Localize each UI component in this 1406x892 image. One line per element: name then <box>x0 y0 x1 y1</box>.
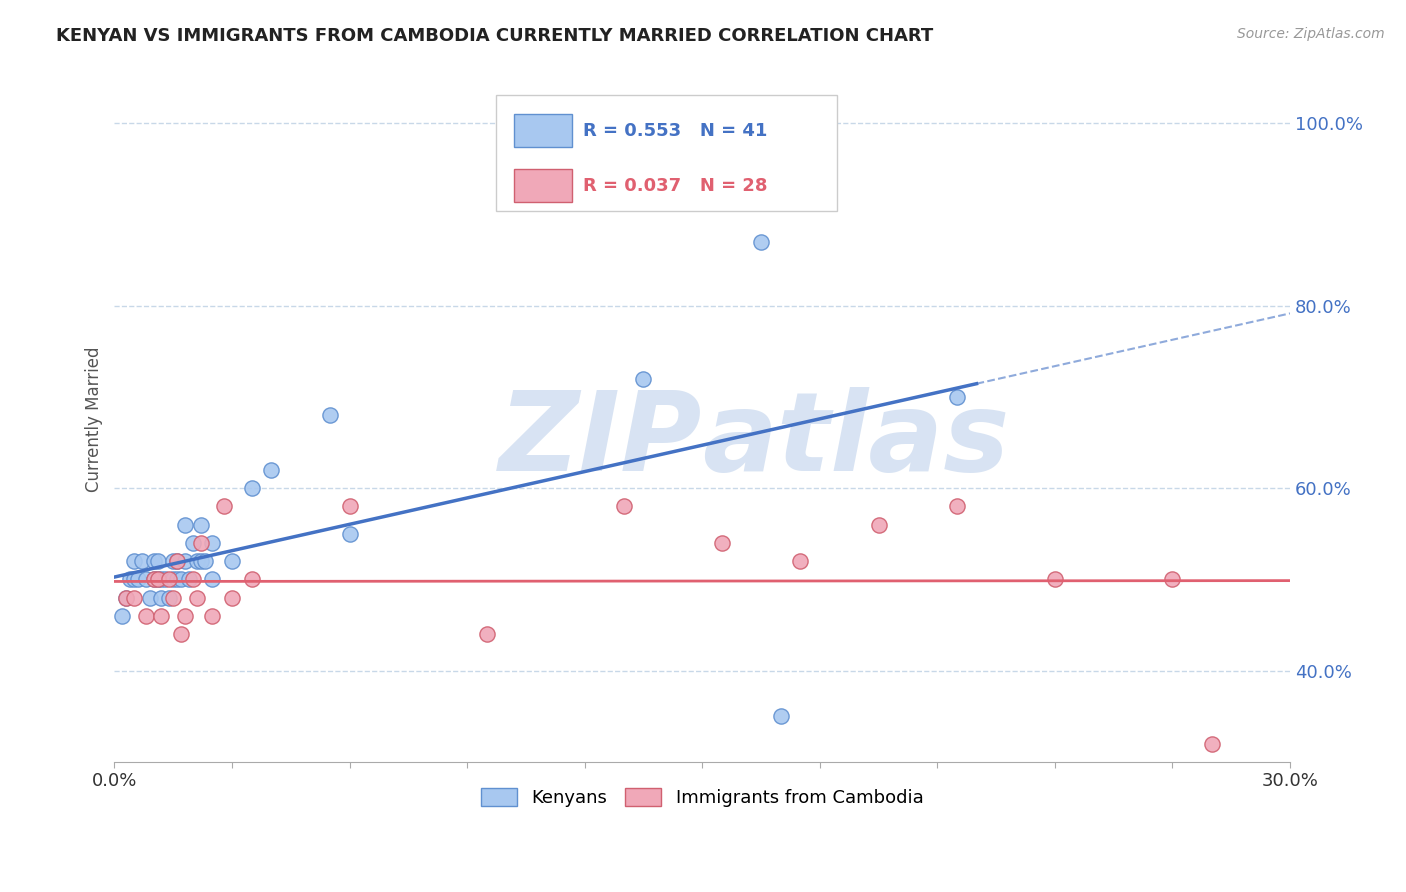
Point <box>190 554 212 568</box>
Point <box>1201 737 1223 751</box>
FancyBboxPatch shape <box>496 95 838 211</box>
Text: R = 0.553   N = 41: R = 0.553 N = 41 <box>583 122 768 140</box>
Point <box>789 554 811 568</box>
Point <box>710 536 733 550</box>
Point <box>1161 572 1184 586</box>
Point <box>1043 572 1066 586</box>
Point <box>193 554 215 568</box>
Point <box>127 572 149 586</box>
Point <box>135 572 157 586</box>
Point <box>201 572 224 586</box>
Point <box>190 536 212 550</box>
Point <box>170 572 193 586</box>
Point <box>122 591 145 605</box>
Point <box>150 608 173 623</box>
Point <box>633 371 655 385</box>
Point <box>174 554 197 568</box>
Point <box>146 572 169 586</box>
Point <box>946 390 969 404</box>
Point <box>475 627 498 641</box>
Point <box>155 572 177 586</box>
Point <box>122 554 145 568</box>
Point <box>142 572 165 586</box>
Point <box>166 572 188 586</box>
Point <box>162 591 184 605</box>
Point <box>186 591 208 605</box>
Point <box>240 481 263 495</box>
Point <box>339 500 361 514</box>
Point <box>166 554 188 568</box>
Y-axis label: Currently Married: Currently Married <box>86 347 103 492</box>
Point <box>339 526 361 541</box>
Point <box>749 235 772 249</box>
Text: Source: ZipAtlas.com: Source: ZipAtlas.com <box>1237 27 1385 41</box>
Point <box>319 408 342 422</box>
Point <box>174 517 197 532</box>
Legend: Kenyans, Immigrants from Cambodia: Kenyans, Immigrants from Cambodia <box>474 780 931 814</box>
Point <box>138 591 160 605</box>
Point <box>166 554 188 568</box>
Point <box>177 572 200 586</box>
Text: atlas: atlas <box>702 386 1010 493</box>
FancyBboxPatch shape <box>515 114 572 147</box>
Text: ZIP: ZIP <box>499 386 702 493</box>
Point <box>170 627 193 641</box>
Point <box>769 709 792 723</box>
Point <box>190 517 212 532</box>
Point <box>115 591 138 605</box>
Point <box>150 572 173 586</box>
Point <box>120 572 142 586</box>
Point <box>162 554 184 568</box>
Point <box>131 554 153 568</box>
Point <box>111 608 134 623</box>
Point <box>181 572 204 586</box>
Point <box>221 554 243 568</box>
Point <box>115 591 138 605</box>
Point <box>146 572 169 586</box>
Point <box>201 608 224 623</box>
Point <box>260 463 283 477</box>
Point <box>162 572 184 586</box>
Point <box>201 536 224 550</box>
FancyBboxPatch shape <box>515 169 572 202</box>
Point <box>142 572 165 586</box>
Text: R = 0.037   N = 28: R = 0.037 N = 28 <box>583 177 768 194</box>
Point <box>212 500 235 514</box>
Text: KENYAN VS IMMIGRANTS FROM CAMBODIA CURRENTLY MARRIED CORRELATION CHART: KENYAN VS IMMIGRANTS FROM CAMBODIA CURRE… <box>56 27 934 45</box>
Point <box>240 572 263 586</box>
Point <box>181 536 204 550</box>
Point <box>157 591 180 605</box>
Point <box>221 591 243 605</box>
Point <box>186 554 208 568</box>
Point <box>135 608 157 623</box>
Point <box>122 572 145 586</box>
Point <box>868 517 890 532</box>
Point <box>157 572 180 586</box>
Point <box>174 608 197 623</box>
Point <box>146 554 169 568</box>
Point <box>946 500 969 514</box>
Point <box>613 500 636 514</box>
Point <box>150 591 173 605</box>
Point <box>142 554 165 568</box>
